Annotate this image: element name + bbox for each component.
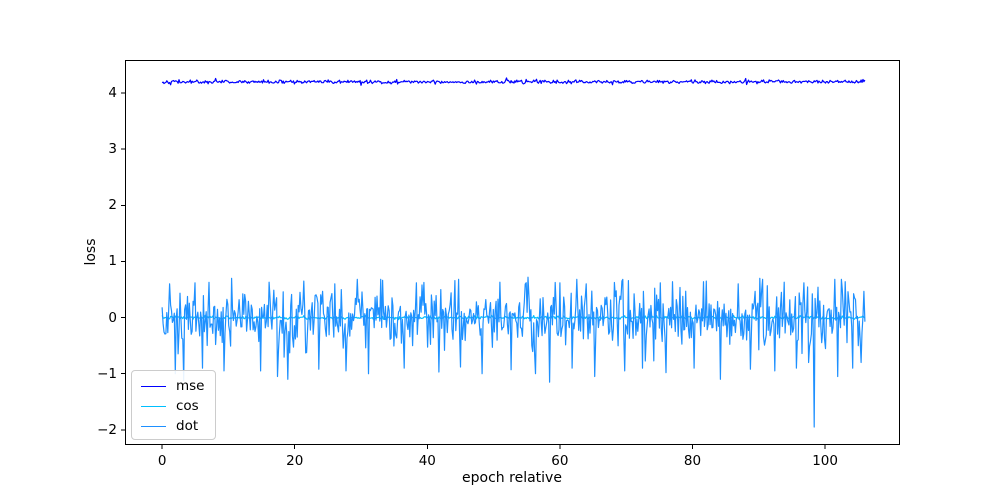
legend-item-mse: mse — [141, 376, 205, 396]
series-line-mse — [161, 77, 866, 86]
legend-label-mse: mse — [176, 378, 205, 394]
legend-line-dot-icon — [141, 425, 166, 427]
x-tick-label: 60 — [551, 453, 569, 469]
x-tick-label: 0 — [157, 453, 167, 469]
x-tick-label: 80 — [683, 453, 702, 469]
y-tick-label: 0 — [108, 309, 117, 326]
series-line-dot — [161, 276, 866, 428]
legend-line-cos-icon — [141, 405, 166, 407]
y-tick-label: 3 — [108, 141, 117, 158]
legend-label-dot: dot — [176, 418, 199, 434]
x-tick-label: 40 — [418, 453, 436, 469]
legend-label-cos: cos — [176, 398, 199, 414]
y-tick-label: 1 — [108, 253, 117, 270]
y-tick-label: −2 — [97, 421, 117, 438]
legend-item-cos: cos — [141, 396, 205, 416]
x-tick-label: 100 — [812, 453, 838, 469]
x-tick-label: 20 — [286, 453, 304, 469]
legend: mse cos dot — [131, 370, 216, 440]
y-tick-label: 4 — [108, 85, 117, 102]
legend-line-mse-icon — [141, 385, 166, 387]
y-tick-label: 2 — [108, 197, 117, 214]
y-tick-label: −1 — [97, 365, 117, 382]
legend-item-dot: dot — [141, 416, 205, 436]
x-axis-label: epoch relative — [462, 470, 562, 486]
y-axis-label: loss — [83, 238, 99, 266]
axes-spines — [125, 60, 900, 445]
